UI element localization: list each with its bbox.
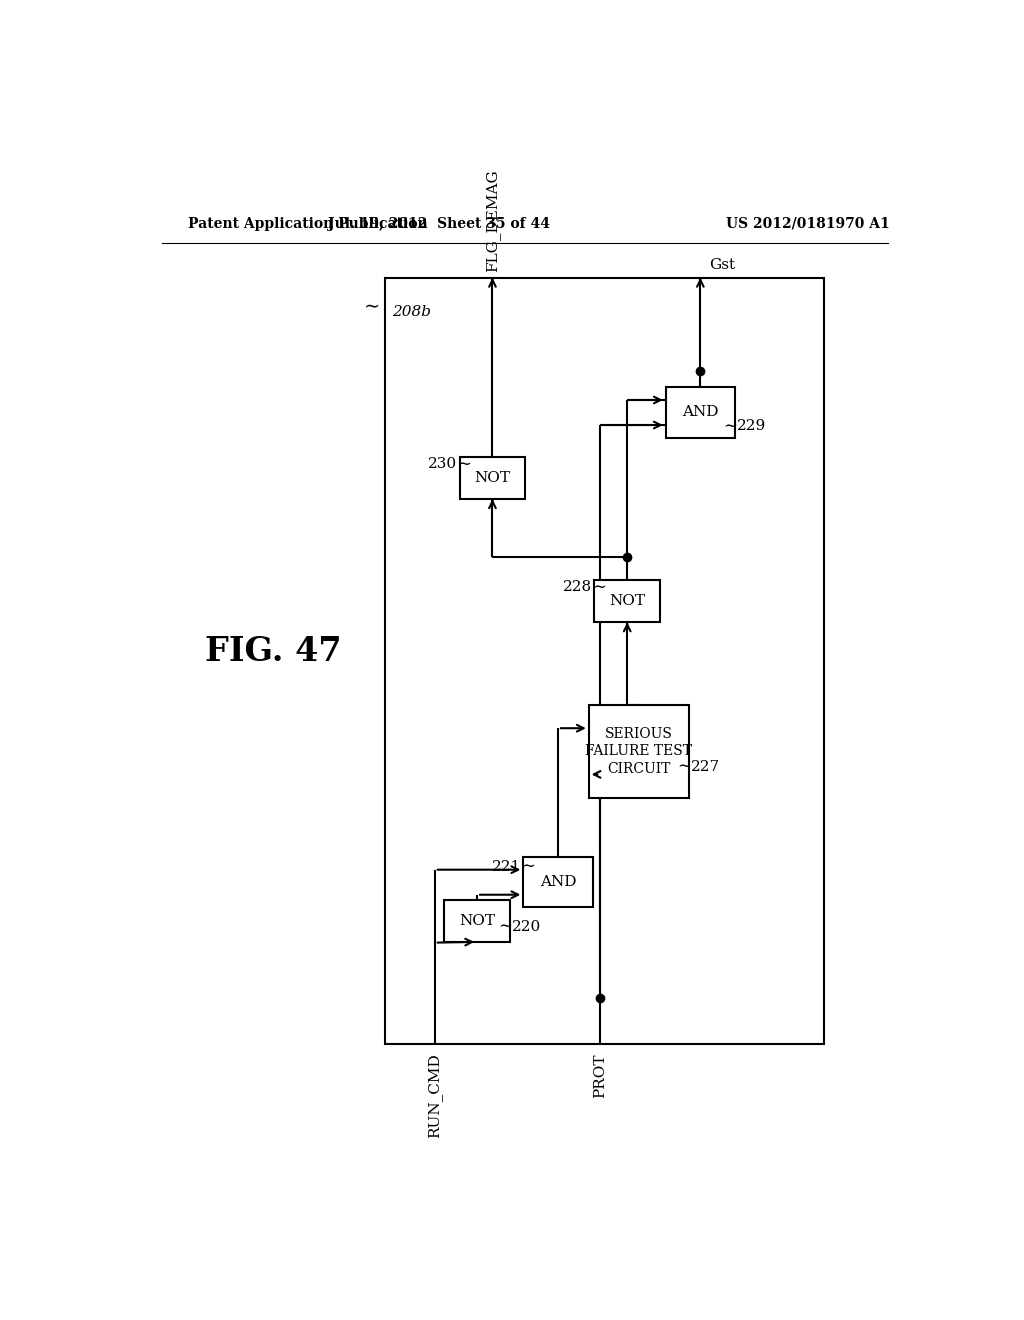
Text: ∼: ∼ — [365, 298, 381, 317]
Text: 230: 230 — [428, 457, 458, 471]
Text: ∼: ∼ — [677, 758, 691, 775]
Bar — [666, 388, 735, 437]
Bar — [444, 899, 510, 942]
Text: 229: 229 — [737, 420, 767, 433]
Text: NOT: NOT — [474, 471, 510, 484]
Text: AND: AND — [682, 405, 719, 420]
Text: Patent Application Publication: Patent Application Publication — [188, 216, 428, 231]
Text: 221: 221 — [492, 859, 521, 874]
Text: 228: 228 — [563, 581, 592, 594]
Text: 227: 227 — [691, 760, 720, 774]
Text: FIG. 47: FIG. 47 — [205, 635, 341, 668]
Text: ∼: ∼ — [521, 858, 535, 875]
Text: ∼: ∼ — [458, 455, 471, 473]
Text: SERIOUS
FAILURE TEST
CIRCUIT: SERIOUS FAILURE TEST CIRCUIT — [586, 727, 692, 776]
Bar — [595, 579, 659, 622]
Text: 220: 220 — [512, 920, 542, 933]
Text: FLG_DEMAG: FLG_DEMAG — [485, 169, 500, 272]
Text: 208b: 208b — [392, 305, 431, 319]
Text: AND: AND — [540, 875, 577, 890]
Bar — [460, 457, 525, 499]
Text: NOT: NOT — [459, 913, 495, 928]
Text: NOT: NOT — [609, 594, 645, 609]
Text: PROT: PROT — [593, 1053, 607, 1098]
Text: Jul. 19, 2012  Sheet 35 of 44: Jul. 19, 2012 Sheet 35 of 44 — [328, 216, 550, 231]
Bar — [385, 277, 823, 1044]
Text: ∼: ∼ — [723, 418, 737, 434]
Text: ∼: ∼ — [499, 919, 512, 936]
Text: US 2012/0181970 A1: US 2012/0181970 A1 — [726, 216, 890, 231]
Text: Gst: Gst — [710, 257, 735, 272]
Text: RUN_CMD: RUN_CMD — [427, 1053, 442, 1138]
Text: ∼: ∼ — [592, 578, 606, 595]
Bar — [589, 705, 689, 797]
Bar — [523, 857, 593, 907]
